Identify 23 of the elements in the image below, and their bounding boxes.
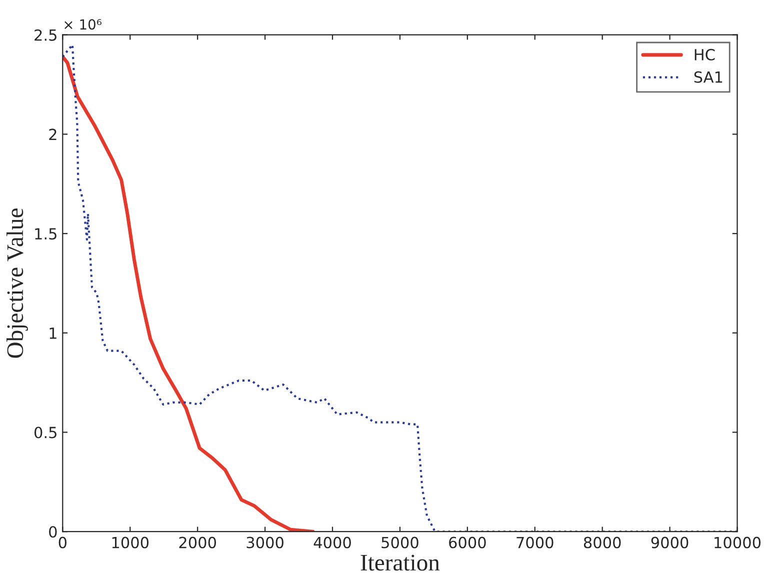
y-tick-label: 1.5 (35, 228, 56, 240)
x-tick-label: 8000 (584, 536, 621, 548)
y-tick-label: 2.5 (34, 29, 56, 41)
y-tick-label: 0 (49, 526, 57, 538)
x-tick-label: 0 (58, 536, 66, 548)
x-tick-label: 2000 (179, 536, 216, 548)
x-axis-title: Iteration (360, 554, 440, 571)
y-tick-label: 0.5 (34, 426, 56, 438)
x-tick-label: 6000 (449, 536, 486, 548)
y-tick-label: 2 (49, 128, 56, 140)
x-tick-label: 9000 (651, 536, 688, 548)
legend-label: SA1 (694, 71, 722, 83)
x-tick-label: 7000 (516, 536, 554, 548)
x-tick-label: 1000 (112, 536, 149, 548)
x-tick-label: 5000 (382, 536, 418, 548)
x-tick-label: 3000 (246, 536, 284, 548)
y-tick-label: 1 (50, 328, 56, 339)
x-tick-label: 10000 (714, 536, 761, 548)
legend-label: HC (694, 48, 715, 60)
y-axis-title: Objective Value (6, 208, 28, 358)
line-series (62, 54, 315, 532)
x-tick-label: 4000 (314, 536, 351, 548)
text: × 10⁶ (64, 19, 102, 30)
